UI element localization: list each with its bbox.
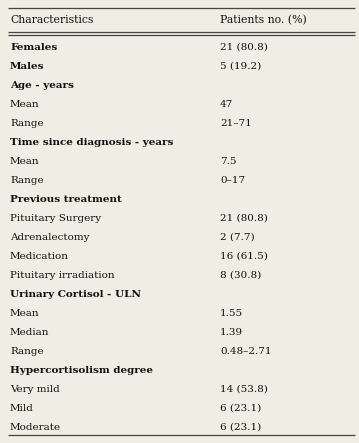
Text: Age - years: Age - years (10, 81, 74, 90)
Text: 7.5: 7.5 (220, 157, 237, 166)
Text: Mean: Mean (10, 309, 39, 318)
Text: Mean: Mean (10, 157, 39, 166)
Text: 0.48–2.71: 0.48–2.71 (220, 347, 271, 356)
Text: 21 (80.8): 21 (80.8) (220, 214, 268, 223)
Text: Mean: Mean (10, 100, 39, 109)
Text: 21–71: 21–71 (220, 119, 252, 128)
Text: 47: 47 (220, 100, 233, 109)
Text: Time since diagnosis - years: Time since diagnosis - years (10, 138, 173, 147)
Text: 6 (23.1): 6 (23.1) (220, 423, 261, 432)
Text: Range: Range (10, 176, 44, 185)
Text: 1.39: 1.39 (220, 328, 243, 337)
Text: Patients no. (%): Patients no. (%) (220, 15, 307, 25)
Text: 8 (30.8): 8 (30.8) (220, 271, 261, 280)
Text: Medication: Medication (10, 252, 69, 261)
Text: 5 (19.2): 5 (19.2) (220, 62, 261, 71)
Text: 21 (80.8): 21 (80.8) (220, 43, 268, 52)
Text: Very mild: Very mild (10, 385, 60, 394)
Text: Previous treatment: Previous treatment (10, 195, 122, 204)
Text: 14 (53.8): 14 (53.8) (220, 385, 268, 394)
Text: Moderate: Moderate (10, 423, 61, 432)
Text: 6 (23.1): 6 (23.1) (220, 404, 261, 413)
Text: Adrenalectomy: Adrenalectomy (10, 233, 89, 242)
Text: Hypercortisolism degree: Hypercortisolism degree (10, 366, 153, 375)
Text: Range: Range (10, 347, 44, 356)
Text: 0–17: 0–17 (220, 176, 245, 185)
Text: Urinary Cortisol - ULN: Urinary Cortisol - ULN (10, 290, 141, 299)
Text: Median: Median (10, 328, 50, 337)
Text: Males: Males (10, 62, 45, 71)
Text: Mild: Mild (10, 404, 34, 413)
Text: Characteristics: Characteristics (10, 15, 93, 25)
Text: 16 (61.5): 16 (61.5) (220, 252, 268, 261)
Text: Pituitary irradiation: Pituitary irradiation (10, 271, 115, 280)
Text: 2 (7.7): 2 (7.7) (220, 233, 255, 242)
Text: Range: Range (10, 119, 44, 128)
Text: Pituitary Surgery: Pituitary Surgery (10, 214, 101, 223)
Text: Females: Females (10, 43, 57, 52)
Text: 1.55: 1.55 (220, 309, 243, 318)
